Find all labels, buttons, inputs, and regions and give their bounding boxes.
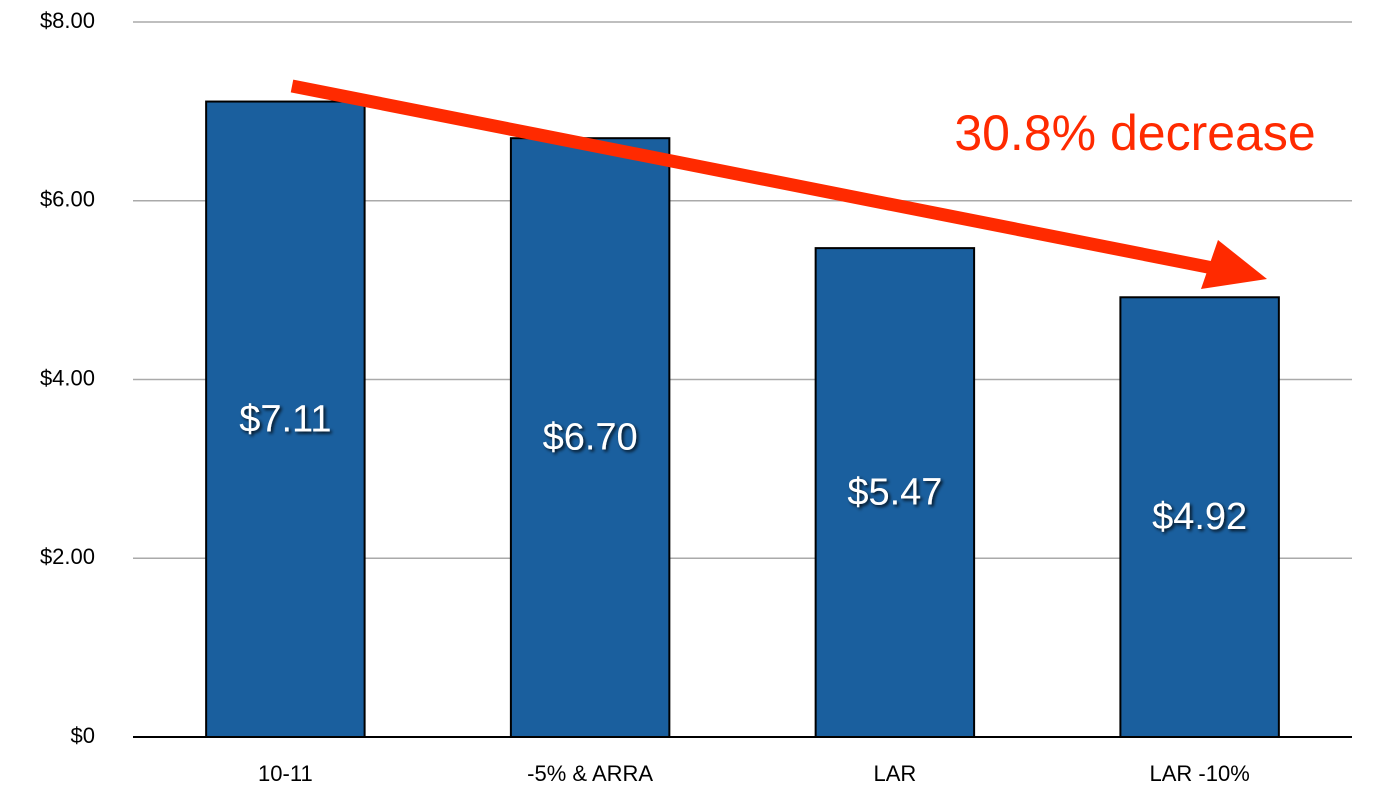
arrow-head (1201, 240, 1267, 289)
x-tick-label: 10-11 (258, 761, 313, 786)
bar (1119, 296, 1280, 738)
x-tick-label: -5% & ARRA (527, 761, 653, 786)
bar (205, 100, 366, 738)
y-tick-label: $0 (71, 723, 95, 748)
x-tick-label: LAR -10% (1149, 761, 1249, 786)
annotation: 30.8% decrease (954, 105, 1315, 161)
x-tick-label: LAR (873, 761, 916, 786)
trend-arrow (290, 79, 1267, 289)
value-label: $4.92 (1152, 496, 1247, 538)
y-tick-label: $2.00 (40, 544, 95, 569)
value-label: $5.47 (847, 472, 942, 514)
y-tick-label: $6.00 (40, 187, 95, 212)
bar (509, 137, 671, 738)
y-tick-label: $4.00 (40, 365, 95, 390)
bars (205, 100, 1280, 738)
arrow-shaft (290, 79, 1230, 278)
value-label: $7.11 (239, 398, 331, 440)
bar (814, 247, 976, 738)
value-label: $6.70 (543, 417, 638, 459)
y-tick-label: $8.00 (40, 8, 95, 33)
